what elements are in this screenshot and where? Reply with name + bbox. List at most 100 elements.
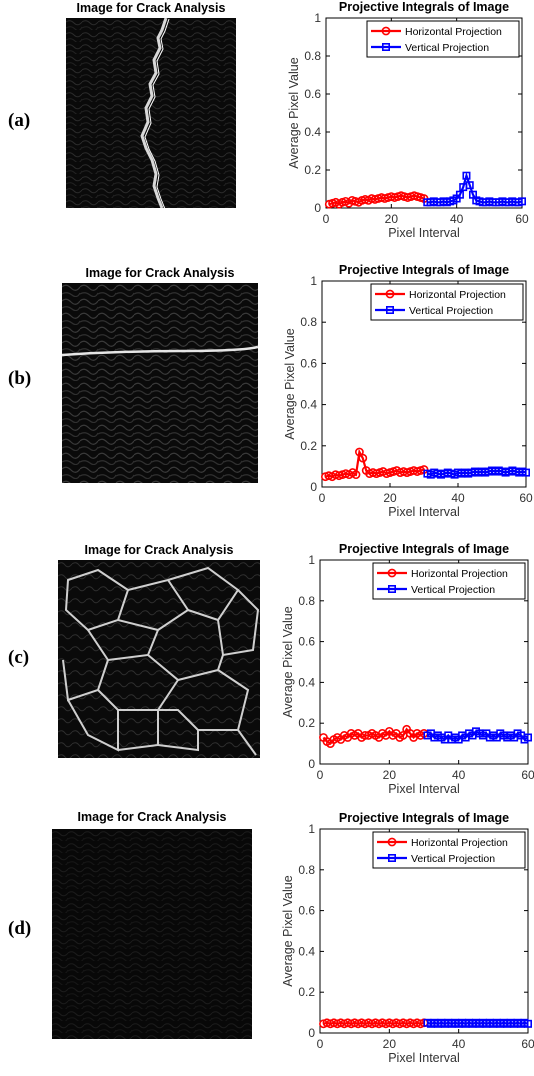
y-tick-label: 0.4 (300, 398, 317, 412)
y-tick-label: 0.4 (298, 944, 315, 958)
data-point (381, 26, 391, 36)
crack-image (52, 829, 252, 1039)
crack-image (66, 18, 236, 208)
x-tick-label: 60 (521, 1037, 534, 1051)
legend-box (372, 562, 526, 600)
x-tick-label: 40 (452, 1037, 466, 1051)
x-tick-label: 60 (515, 212, 529, 226)
x-tick-label: 60 (521, 768, 534, 782)
y-tick-label: 0.6 (298, 904, 315, 918)
y-axis-label: Average Pixel Value (281, 875, 295, 986)
legend-box (366, 20, 520, 58)
panel-label: (b) (8, 368, 32, 389)
data-point (523, 1019, 532, 1028)
x-tick-label: 0 (317, 1037, 324, 1051)
chart-b: Projective Integrals of Image 0 0.2 0.4 0.6 0… (283, 263, 533, 519)
image-title: Image for Crack Analysis (76, 1, 226, 15)
data-point (465, 181, 474, 190)
y-tick-label: 0 (310, 480, 317, 494)
crack-image (58, 560, 260, 758)
legend-entry: Horizontal Projection (411, 837, 508, 849)
data-point (387, 584, 396, 593)
x-axis-label: Pixel Interval (388, 226, 460, 240)
legend-entry: Vertical Projection (411, 853, 495, 865)
crack-image-drawing (52, 829, 252, 1039)
x-axis-label: Pixel Interval (388, 1051, 460, 1065)
image-title: Image for Crack Analysis (84, 543, 234, 557)
chart-title: Projective Integrals of Image (339, 811, 509, 825)
chart-d: Projective Integrals of Image 0 0.2 0.4 0.6 0… (281, 811, 534, 1065)
data-point (521, 468, 530, 477)
data-point (517, 197, 526, 206)
x-tick-label: 20 (383, 1037, 397, 1051)
chart-c: Projective Integrals of Image 0 0.2 0.4 0.6 0… (281, 542, 534, 796)
x-axis-label: Pixel Interval (388, 782, 460, 796)
data-point (385, 289, 395, 299)
chart-title: Projective Integrals of Image (339, 0, 509, 14)
x-tick-label: 40 (450, 212, 464, 226)
x-tick-label: 40 (451, 491, 465, 505)
chart-title: Projective Integrals of Image (339, 263, 509, 277)
panel-label: (c) (8, 647, 30, 668)
legend-entry: Vertical Projection (405, 42, 489, 54)
y-tick-label: 0.4 (298, 675, 315, 689)
crack-image-drawing (58, 560, 260, 758)
y-axis-label: Average Pixel Value (283, 328, 297, 439)
y-tick-label: 0.6 (300, 356, 317, 370)
y-tick-label: 0.2 (298, 716, 315, 730)
y-tick-label: 1 (310, 274, 317, 288)
panel-label: (d) (8, 918, 32, 939)
data-point (387, 853, 396, 862)
y-axis-label: Average Pixel Value (287, 57, 301, 168)
legend-entry: Vertical Projection (411, 584, 495, 596)
data-point (358, 453, 368, 463)
crack-image-drawing (66, 18, 236, 208)
panel-c: (c) Image for Crack Analysis (0, 537, 534, 807)
series-line (323, 1021, 425, 1025)
y-tick-label: 0.4 (304, 125, 321, 139)
x-tick-label: 20 (383, 768, 397, 782)
legend-entry: Horizontal Projection (409, 289, 506, 301)
legend-entry: Horizontal Projection (411, 568, 508, 580)
crack-image (62, 283, 258, 483)
x-tick-label: 20 (385, 212, 399, 226)
panel-b: (b) Image for Crack Analysis Projective … (0, 258, 534, 528)
x-axis-label: Pixel Interval (388, 505, 460, 519)
panel-label: (a) (8, 110, 31, 131)
legend-entry: Vertical Projection (409, 305, 493, 317)
y-tick-label: 1 (308, 553, 315, 567)
data-point (455, 190, 464, 199)
y-tick-label: 0 (308, 1026, 315, 1040)
y-tick-label: 0.8 (298, 594, 315, 608)
chart-title: Projective Integrals of Image (339, 542, 509, 556)
y-tick-label: 0 (308, 757, 315, 771)
data-point (385, 305, 394, 314)
chart-a: Projective Integrals of Image 0 0.2 0.4 0.6 0… (287, 0, 529, 240)
data-point (387, 568, 397, 578)
panel-d: (d) Image for Crack Analysis Projective … (0, 806, 534, 1076)
y-tick-label: 0 (314, 201, 321, 215)
data-point (381, 42, 390, 51)
y-tick-label: 0.6 (304, 87, 321, 101)
legend-entry: Horizontal Projection (405, 26, 502, 38)
y-tick-label: 1 (308, 822, 315, 836)
y-tick-label: 0.2 (304, 163, 321, 177)
x-tick-label: 0 (317, 768, 324, 782)
y-tick-label: 0.8 (298, 863, 315, 877)
crack-image-drawing (62, 283, 258, 483)
x-tick-label: 60 (519, 491, 533, 505)
data-point (462, 171, 471, 180)
y-tick-label: 0.6 (298, 635, 315, 649)
data-point (523, 733, 532, 742)
y-axis-label: Average Pixel Value (281, 606, 295, 717)
data-point (351, 470, 361, 480)
y-tick-label: 0.2 (298, 985, 315, 999)
legend-box (370, 283, 524, 321)
y-tick-label: 0.8 (304, 49, 321, 63)
panel-a: (a) Image for Crack Analysis Projective … (0, 0, 534, 270)
image-title: Image for Crack Analysis (85, 266, 235, 280)
y-tick-label: 1 (314, 11, 321, 25)
series-line (427, 1021, 529, 1025)
legend-box (372, 831, 526, 869)
y-tick-label: 0.2 (300, 439, 317, 453)
